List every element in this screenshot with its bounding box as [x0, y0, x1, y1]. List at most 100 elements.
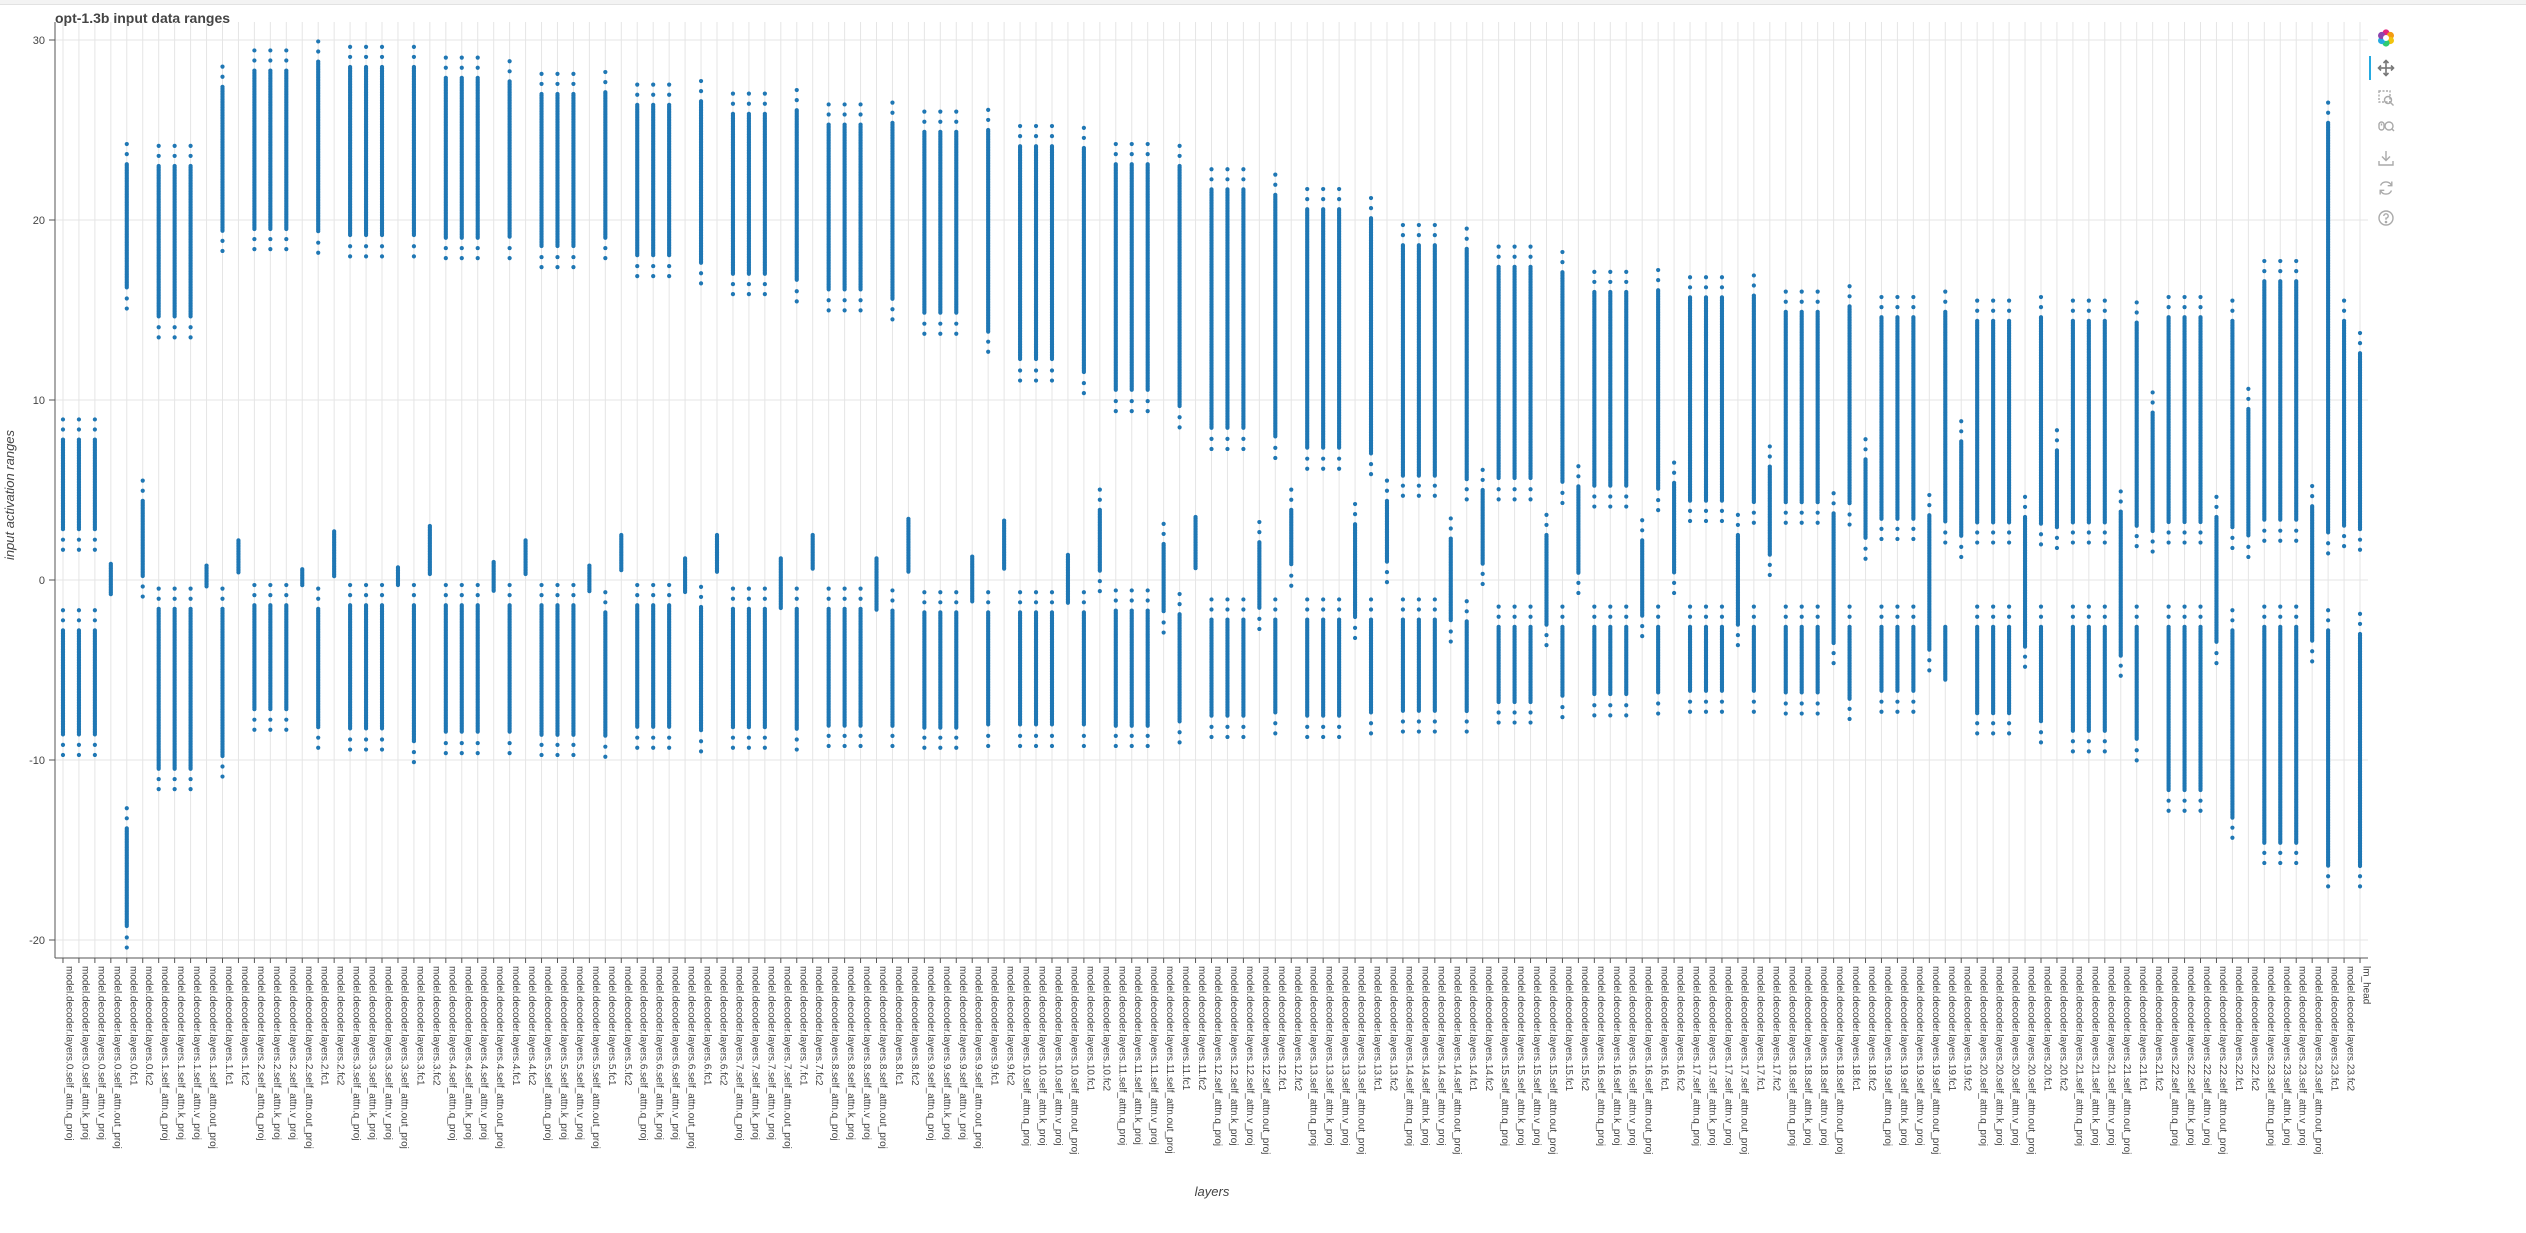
data-point-outlier [252, 582, 257, 588]
data-point [220, 228, 225, 233]
data-point-outlier [140, 478, 145, 483]
data-point-outlier [156, 335, 161, 340]
data-point-outlier [284, 58, 289, 63]
data-point [92, 527, 97, 532]
data-point [475, 235, 480, 240]
data-point-outlier [459, 582, 464, 588]
data-point-outlier [459, 65, 464, 70]
data-point-outlier [379, 54, 385, 60]
data-point-outlier [156, 153, 161, 159]
data-point-outlier [124, 296, 129, 301]
data-point-outlier [76, 417, 82, 422]
data-point [252, 707, 257, 712]
data-point-outlier [635, 274, 640, 279]
data-point-outlier [92, 427, 97, 432]
data-point [188, 314, 193, 319]
data-point-outlier [603, 754, 608, 759]
data-point-outlier [316, 39, 321, 44]
data-point-outlier [555, 265, 560, 270]
data-point [523, 571, 528, 577]
data-point-outlier [284, 247, 289, 252]
data-point-outlier [252, 58, 257, 63]
data-point-outlier [363, 737, 369, 742]
data-point-outlier [635, 263, 640, 269]
data-point-outlier [475, 65, 480, 70]
data-point-outlier [252, 727, 257, 732]
data-point [60, 732, 66, 737]
data-point-outlier [363, 254, 369, 259]
data-point-outlier [443, 740, 448, 746]
data-point [300, 583, 305, 588]
data-point-outlier [92, 742, 97, 747]
data-point-outlier [252, 593, 257, 598]
data-point-outlier [316, 49, 321, 54]
data-point-outlier [379, 582, 385, 588]
data-point-outlier [124, 806, 129, 811]
data-point-outlier [76, 537, 82, 542]
data-point [635, 724, 640, 729]
data-point-outlier [635, 593, 640, 598]
data-point-outlier [475, 55, 480, 60]
data-point-outlier [156, 143, 161, 148]
data-point [332, 574, 337, 579]
data-point [459, 235, 464, 240]
data-point [443, 729, 448, 734]
data-point-outlier [348, 593, 353, 598]
data-point-outlier [555, 742, 560, 747]
data-point [395, 582, 401, 588]
data-point-outlier [316, 250, 321, 255]
data-point [268, 707, 273, 712]
data-point-outlier [188, 143, 193, 148]
data-point-outlier [268, 717, 273, 722]
data-point [220, 753, 225, 759]
data-point-outlier [475, 256, 480, 261]
data-point [379, 232, 385, 238]
data-point-outlier [76, 618, 82, 623]
data-point-outlier [603, 744, 608, 749]
data-point-outlier [555, 593, 560, 598]
data-point-outlier [475, 582, 480, 588]
data-point-outlier [188, 787, 193, 792]
data-point-outlier [268, 247, 273, 252]
data-point-outlier [60, 427, 66, 432]
data-point-outlier [140, 488, 145, 493]
data-point-outlier [188, 325, 193, 330]
data-point-outlier [571, 81, 576, 87]
data-point-outlier [156, 325, 161, 330]
data-point-outlier [635, 745, 640, 750]
data-point-outlier [411, 593, 417, 598]
data-point-outlier [188, 776, 193, 782]
data-point-outlier [220, 774, 225, 779]
data-point-outlier [459, 245, 464, 251]
data-point-outlier [379, 747, 385, 752]
data-point [172, 766, 177, 771]
data-point-outlier [140, 594, 145, 599]
data-point-outlier [348, 54, 353, 60]
data-point-outlier [124, 152, 129, 157]
data-point-outlier [443, 582, 448, 588]
data-point-outlier [268, 58, 273, 63]
data-point-outlier [379, 593, 385, 598]
data-point-outlier [268, 48, 273, 53]
data-point-outlier [76, 427, 82, 432]
data-point-outlier [284, 48, 289, 53]
data-point-outlier [507, 59, 512, 64]
data-point-outlier [571, 265, 576, 270]
data-point-outlier [555, 71, 560, 76]
data-point-outlier [635, 82, 640, 87]
data-point-outlier [92, 608, 97, 613]
data-point-outlier [348, 244, 353, 249]
data-point-outlier [76, 752, 82, 758]
data-point-outlier [156, 596, 161, 601]
data-point-outlier [603, 80, 608, 85]
data-point-outlier [284, 582, 289, 588]
data-point [348, 232, 353, 238]
data-point-outlier [76, 547, 82, 552]
data-point [427, 571, 432, 577]
data-point [268, 226, 273, 232]
data-point-outlier [172, 335, 177, 340]
data-point [284, 226, 289, 232]
data-point [539, 243, 544, 249]
data-point-outlier [220, 248, 225, 254]
